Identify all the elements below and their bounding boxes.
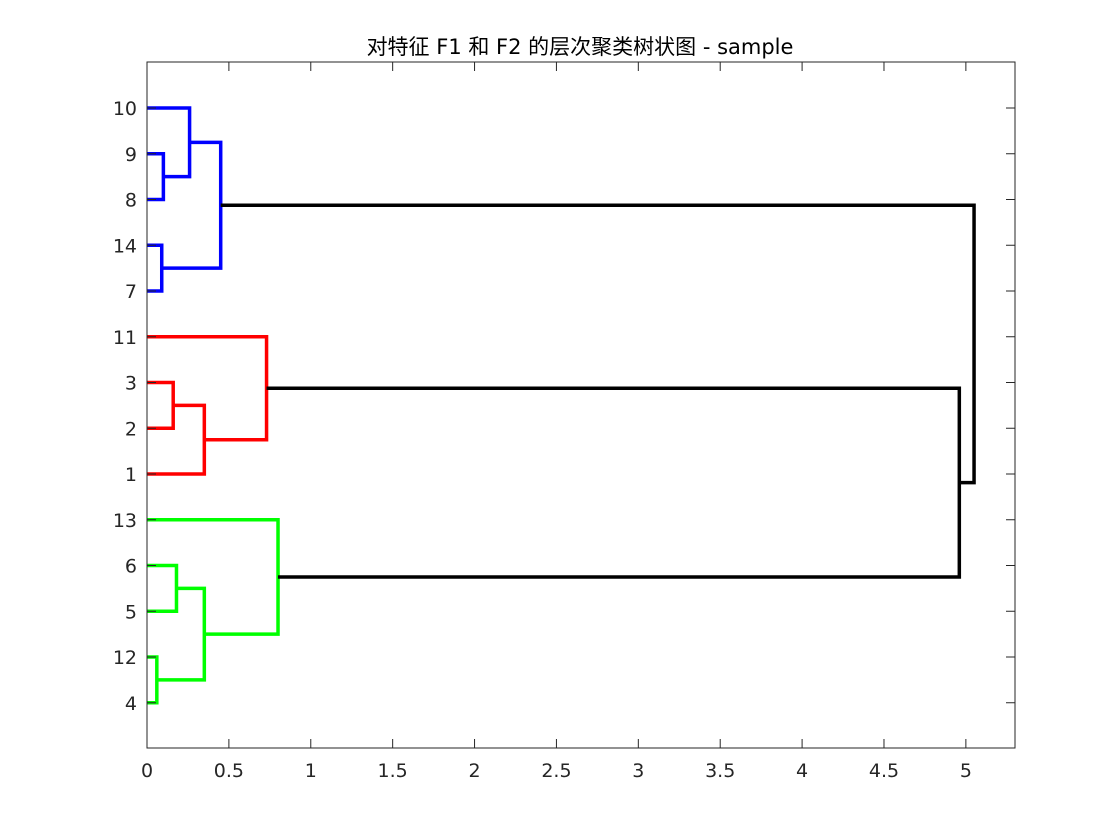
x-tick-label: 2.5 — [541, 760, 571, 782]
x-tick-label: 1.5 — [378, 760, 408, 782]
x-tick-label: 4.5 — [869, 760, 899, 782]
leaf-label: 12 — [113, 647, 137, 669]
leaf-label: 5 — [125, 601, 137, 623]
leaf-label: 14 — [113, 235, 137, 257]
x-tick-label: 3.5 — [705, 760, 735, 782]
dendrogram-link-l2 — [147, 106, 192, 179]
leaf-label: 10 — [113, 98, 137, 120]
dendrogram-links — [147, 106, 976, 705]
x-tick-label: 3 — [632, 760, 644, 782]
leaf-label: 4 — [125, 693, 137, 715]
leaf-label: 3 — [125, 373, 137, 395]
leaf-label: 2 — [125, 418, 137, 440]
x-tick-label: 1 — [305, 760, 317, 782]
dendrogram-link-l8 — [147, 563, 179, 613]
dendrogram-link-l13 — [220, 203, 976, 485]
leaf-label: 1 — [125, 464, 137, 486]
leaf-label: 11 — [113, 327, 137, 349]
leaf-label: 8 — [125, 190, 137, 212]
leaf-label: 9 — [125, 144, 137, 166]
leaf-label: 6 — [125, 556, 137, 578]
dendrogram-link-l4 — [161, 140, 223, 270]
leaf-label: 7 — [125, 281, 137, 303]
x-tick-label: 0 — [141, 760, 153, 782]
x-tick-label: 2 — [469, 760, 481, 782]
plot-area-frame — [146, 61, 1016, 749]
x-tick-label: 0.5 — [214, 760, 244, 782]
x-tick-label: 4 — [796, 760, 808, 782]
chart-title: 对特征 F1 和 F2 的层次聚类树状图 - sample — [367, 35, 794, 59]
leaf-label: 13 — [113, 510, 137, 532]
x-tick-label: 5 — [960, 760, 972, 782]
